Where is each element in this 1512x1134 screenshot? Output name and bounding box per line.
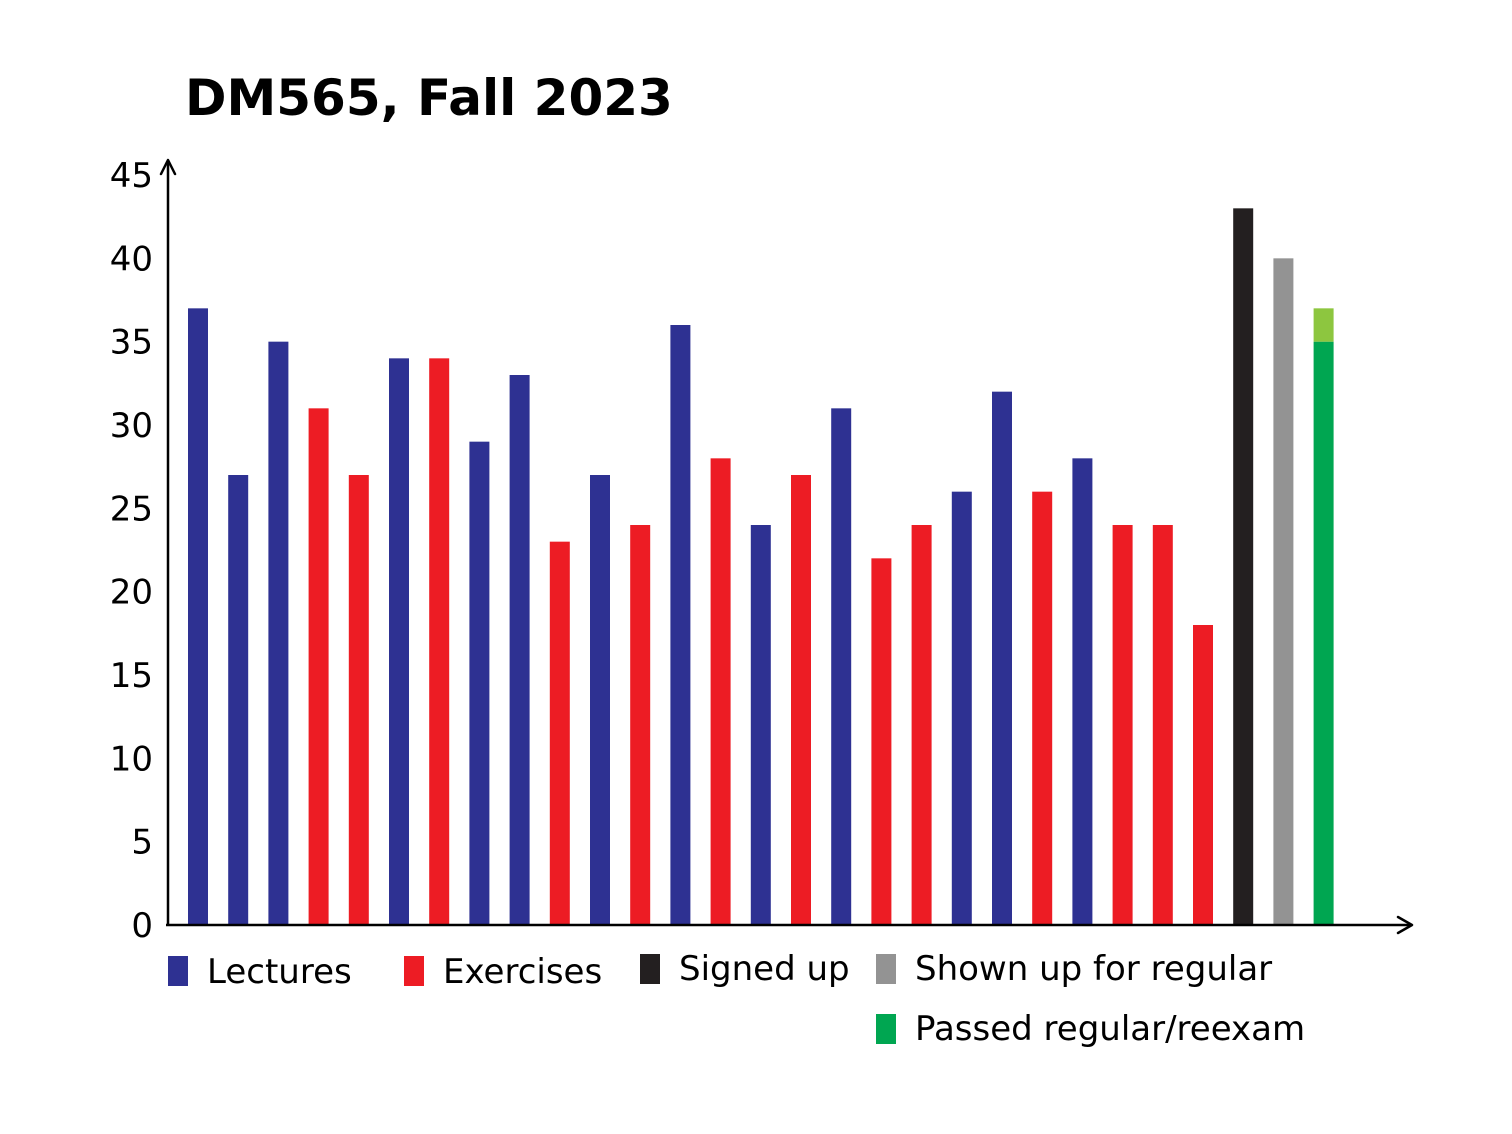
- y-tick-label: 15: [110, 656, 153, 696]
- y-tick-label: 45: [110, 156, 153, 196]
- bar-29-segment-2: [1313, 308, 1334, 342]
- bar-11: [590, 475, 610, 925]
- legend-label: Exercises: [443, 952, 602, 992]
- bar-14: [710, 458, 731, 925]
- bar-10: [549, 541, 570, 925]
- bar-20: [951, 491, 972, 925]
- bar-23: [1072, 458, 1093, 925]
- y-tick-label: 0: [131, 906, 153, 946]
- bar-24: [1112, 525, 1133, 925]
- bar-16: [791, 475, 811, 925]
- bar-4: [308, 408, 329, 925]
- bar-28: [1273, 258, 1294, 925]
- bar-21: [992, 391, 1012, 926]
- legend-swatch: [640, 954, 660, 984]
- y-axis-arrowhead: [159, 158, 177, 176]
- axes-layer: [159, 158, 1414, 935]
- bars-layer: [188, 208, 1334, 926]
- legend-swatch: [404, 956, 424, 986]
- bar-5: [348, 475, 369, 925]
- y-tick-label: 25: [110, 489, 153, 529]
- legend-swatch: [168, 956, 188, 986]
- bar-13: [670, 325, 691, 925]
- legend-label: Signed up: [679, 949, 850, 989]
- legend-label: Passed regular/reexam: [915, 1009, 1305, 1049]
- bar-29-segment-1: [1313, 341, 1334, 926]
- y-tick-label: 20: [110, 573, 153, 613]
- bar-19: [911, 525, 932, 925]
- legend-swatch: [876, 954, 896, 984]
- bar-9: [509, 375, 530, 925]
- legend-swatch: [876, 1014, 896, 1044]
- x-axis-arrowhead: [1396, 915, 1414, 935]
- legend-label: Shown up for regular: [915, 949, 1272, 989]
- legend: Lectures Exercises Signed up Shown up for r…: [168, 949, 1305, 1049]
- y-tick-label: 5: [131, 823, 153, 863]
- bar-3: [268, 341, 289, 926]
- y-tick-label: 40: [110, 239, 153, 279]
- legend-label: Lectures: [207, 952, 352, 992]
- bar-2: [228, 475, 249, 925]
- y-tick-labels: 0 5 10 15 20 25 30 35 40 45: [110, 156, 153, 946]
- legend-item: Signed up: [640, 949, 850, 989]
- bar-1: [188, 308, 208, 925]
- legend-item: Shown up for regular: [876, 949, 1272, 989]
- bar-12: [630, 525, 651, 925]
- bar-22: [1032, 491, 1053, 925]
- legend-item: Passed regular/reexam: [876, 1009, 1305, 1049]
- bar-18: [871, 558, 892, 925]
- legend-item: Exercises: [404, 952, 602, 992]
- y-tick-label: 30: [110, 406, 153, 446]
- bar-8: [469, 441, 490, 925]
- bar-6: [389, 358, 409, 925]
- bar-7: [429, 358, 450, 925]
- bar-17: [831, 408, 852, 925]
- y-tick-label: 10: [110, 739, 153, 779]
- bar-27: [1233, 208, 1254, 926]
- chart-title: DM565, Fall 2023: [185, 69, 673, 127]
- bar-15: [750, 525, 771, 925]
- bar-25: [1152, 525, 1173, 925]
- y-tick-label: 35: [110, 323, 153, 363]
- legend-item: Lectures: [168, 952, 352, 992]
- bar-26: [1193, 625, 1213, 925]
